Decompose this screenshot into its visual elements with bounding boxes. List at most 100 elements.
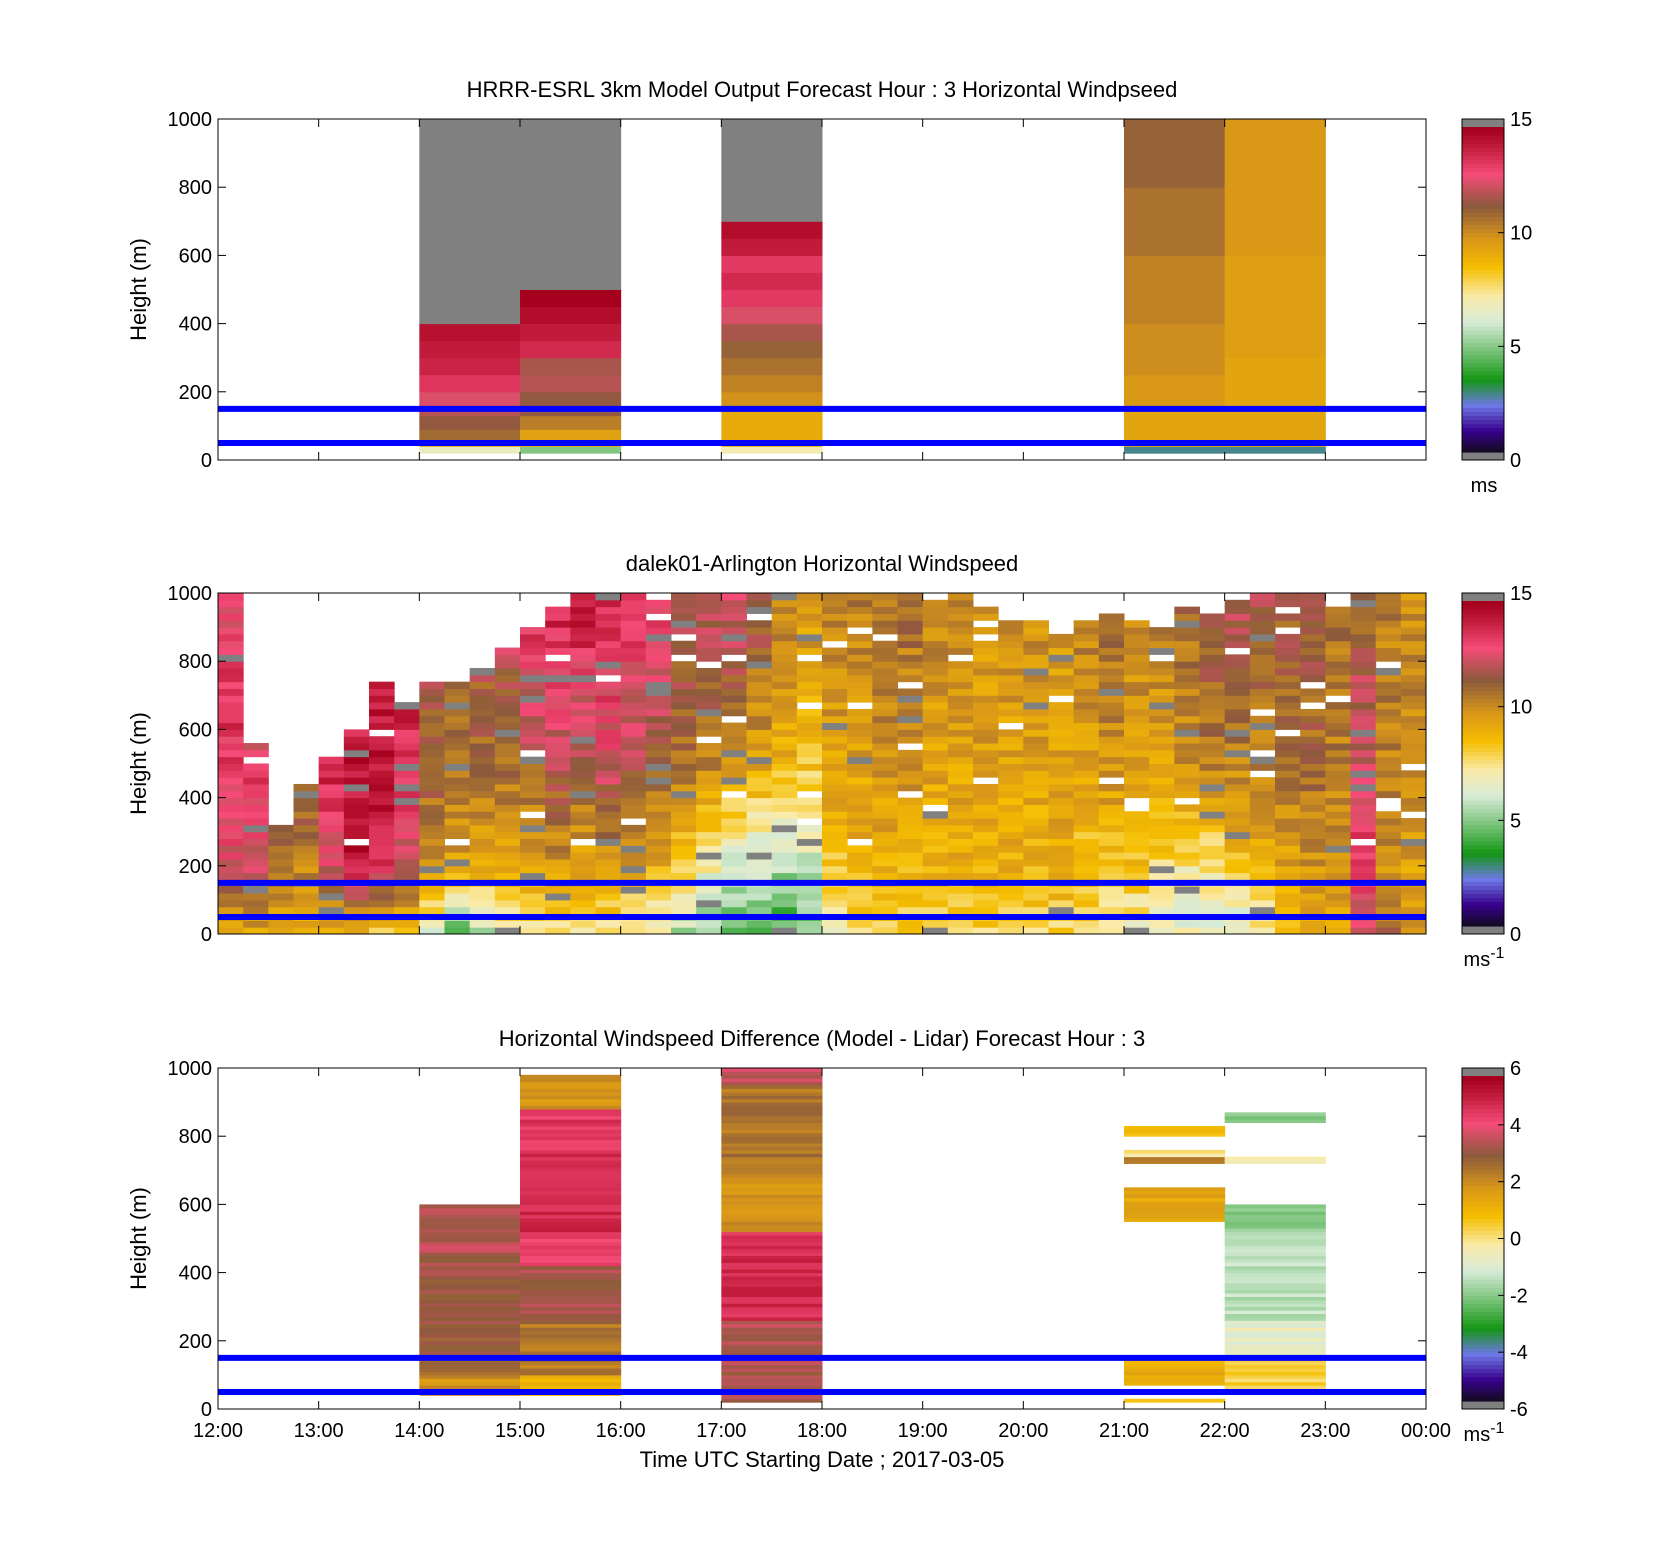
heatmap-cell	[1224, 1231, 1326, 1236]
heatmap-cell	[394, 811, 420, 819]
heatmap-cell	[520, 1095, 622, 1100]
heatmap-cell	[1325, 729, 1351, 737]
heatmap-cell	[293, 838, 320, 846]
heatmap-cell	[419, 1265, 521, 1270]
heatmap-cell	[822, 783, 848, 792]
heatmap-cell	[771, 927, 798, 934]
heatmap-cell	[1325, 756, 1351, 764]
heatmap-cell	[218, 722, 244, 730]
heatmap-cell	[998, 654, 1024, 662]
heatmap-cell	[243, 831, 269, 840]
heatmap-cell	[218, 708, 244, 717]
heatmap-cell	[973, 668, 999, 676]
heatmap-cell	[1350, 715, 1377, 724]
heatmap-cell	[771, 804, 798, 812]
heatmap-cell	[1350, 865, 1377, 874]
colorbar-swatch	[1462, 204, 1504, 209]
heatmap-cell	[922, 654, 949, 662]
heatmap-cell	[947, 620, 974, 628]
heatmap-cell	[746, 906, 773, 915]
heatmap-cell	[595, 818, 622, 826]
heatmap-cell	[1375, 736, 1402, 744]
colorbar-swatch	[1462, 1250, 1504, 1256]
heatmap-cell	[645, 627, 672, 635]
colorbar-tick-label: 0	[1510, 450, 1521, 472]
heatmap-cell	[796, 777, 823, 785]
heatmap-cell	[620, 872, 647, 880]
heatmap-cell	[746, 845, 773, 853]
heatmap-cell	[444, 783, 471, 792]
heatmap-cell	[645, 695, 672, 703]
heatmap-cell	[293, 804, 320, 812]
heatmap-cell	[494, 811, 521, 819]
heatmap-cell	[771, 811, 798, 819]
heatmap-cell	[1300, 674, 1326, 683]
heatmap-cell	[1325, 674, 1351, 683]
heatmap-cell	[1149, 756, 1175, 764]
heatmap-cell	[419, 1204, 521, 1209]
heatmap-cell	[394, 872, 420, 880]
heatmap-cell	[897, 661, 924, 669]
heatmap-cell	[1325, 804, 1351, 812]
heatmap-cell	[520, 1293, 622, 1297]
heatmap-cell	[721, 1395, 823, 1400]
colorbar-swatch	[1462, 1271, 1504, 1276]
heatmap-cell	[1098, 661, 1125, 669]
heatmap-cell	[1350, 688, 1377, 696]
heatmap-cell	[721, 1313, 823, 1318]
heatmap-cell	[1350, 627, 1377, 635]
heatmap-cell	[419, 1245, 521, 1250]
heatmap-cell	[1224, 1238, 1326, 1243]
colorbar-swatch	[1462, 1116, 1504, 1122]
heatmap-cell	[696, 620, 722, 628]
heatmap-cell	[419, 1320, 521, 1325]
heatmap-cell	[973, 681, 999, 689]
heatmap-cell	[1325, 865, 1351, 874]
heatmap-cell	[1174, 906, 1200, 915]
heatmap-cell	[1249, 845, 1276, 853]
heatmap-cell	[469, 852, 496, 860]
colorbar-swatch	[1462, 897, 1504, 903]
heatmap-cell	[1199, 674, 1226, 683]
heatmap-cell	[1224, 1119, 1326, 1124]
heatmap-cell	[1375, 627, 1402, 635]
heatmap-cell	[721, 688, 747, 696]
heatmap-cell	[1124, 408, 1226, 441]
heatmap-cell	[947, 606, 974, 614]
y-tick-label: 200	[179, 382, 212, 404]
heatmap-cell	[645, 729, 672, 737]
heatmap-cell	[1275, 927, 1301, 934]
heatmap-cell	[595, 749, 622, 758]
heatmap-cell	[671, 708, 697, 717]
heatmap-cell	[520, 1258, 622, 1263]
heatmap-cell	[494, 770, 521, 778]
heatmap-cell	[872, 708, 898, 717]
heatmap-cell	[494, 927, 521, 934]
heatmap-cell	[318, 845, 345, 853]
colorbar-swatch	[1462, 816, 1504, 821]
heatmap-cell	[721, 1173, 823, 1178]
heatmap-cell	[1224, 599, 1251, 608]
heatmap-cell	[369, 831, 395, 840]
colorbar-swatch	[1462, 706, 1504, 712]
heatmap-cell	[394, 736, 420, 744]
heatmap-cell	[1224, 845, 1251, 853]
heatmap-cell	[922, 715, 949, 724]
colorbar-swatch	[1462, 1181, 1504, 1187]
heatmap-cell	[570, 654, 596, 662]
heatmap-cell	[847, 681, 873, 689]
heatmap-cell	[419, 119, 521, 325]
heatmap-cell	[1149, 920, 1175, 928]
heatmap-cell	[520, 1091, 622, 1096]
heatmap-cell	[394, 920, 420, 928]
heatmap-cell	[1124, 255, 1226, 325]
heatmap-cell	[1023, 886, 1049, 894]
heatmap-cell	[520, 893, 546, 901]
heatmap-cell	[922, 749, 949, 758]
y-tick-label: 1000	[168, 109, 213, 131]
heatmap-cell	[570, 640, 596, 649]
heatmap-cell	[872, 818, 898, 826]
heatmap-cell	[1325, 743, 1351, 751]
heatmap-cell	[671, 893, 697, 901]
heatmap-cell	[369, 886, 395, 894]
